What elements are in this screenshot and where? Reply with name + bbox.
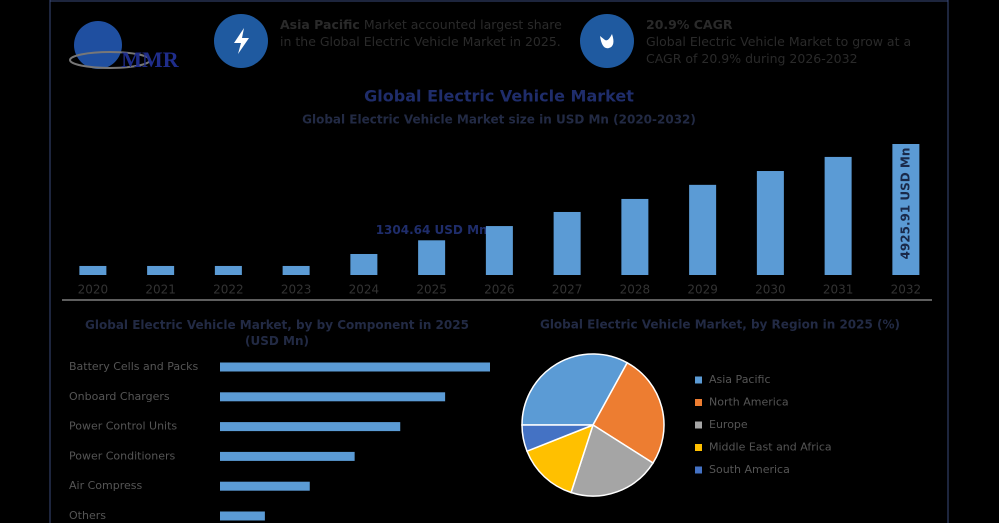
headline-text: Market accounted largest share in the Gl…	[280, 17, 562, 49]
x-tick-label: 2030	[755, 283, 786, 297]
bar	[350, 253, 378, 275]
bar	[418, 240, 446, 275]
legend-label: Middle East and Africa	[709, 441, 832, 454]
y-tick-label: Power Control Units	[69, 420, 177, 433]
headline-bold: Asia Pacific	[280, 17, 360, 32]
x-tick-label: 2027	[552, 283, 583, 297]
bar	[220, 392, 446, 402]
chart-title: Global Electric Vehicle Market	[364, 87, 634, 106]
y-tick-label: Others	[69, 509, 106, 522]
headline-1: Asia Pacific Market accounted largest sh…	[280, 16, 570, 50]
bar	[621, 198, 649, 275]
pie-slice	[521, 353, 629, 426]
logo-globe	[74, 21, 122, 69]
bar	[485, 226, 513, 275]
icon-growth	[600, 34, 614, 49]
bar	[220, 481, 310, 491]
y-tick-label: Onboard Chargers	[69, 390, 170, 403]
legend-label: South America	[709, 463, 790, 476]
x-tick-label: 2023	[281, 283, 312, 297]
y-tick-label: Power Conditioners	[69, 449, 176, 462]
legend-swatch	[695, 421, 702, 429]
bar	[824, 156, 852, 275]
x-tick-label: 2028	[620, 283, 651, 297]
y-tick-label: Air Compress	[69, 479, 142, 492]
value-label: 1304.64 USD Mn	[376, 223, 488, 237]
value-label: 4925.91 USD Mn	[898, 148, 912, 260]
headline-2: 20.9% CAGR Global Electric Vehicle Market…	[646, 16, 916, 67]
bar	[220, 451, 355, 461]
bar	[689, 184, 717, 275]
bar	[892, 144, 920, 275]
bar	[220, 362, 490, 372]
legend-swatch	[695, 444, 702, 451]
pie-slice	[570, 423, 654, 497]
x-tick-label: 2026	[484, 283, 515, 297]
x-tick-label: 2021	[145, 283, 176, 297]
legend-swatch	[695, 466, 702, 474]
hbar-title: Global Electric Vehicle Market, by by Co…	[85, 318, 469, 348]
x-tick-label: 2029	[687, 283, 718, 297]
legend-label: Asia Pacific	[709, 373, 771, 386]
x-tick-label: 2031	[823, 283, 854, 297]
pie-slice	[521, 424, 594, 453]
headline-text: Global Electric Vehicle Market to grow a…	[646, 34, 912, 66]
bar	[756, 171, 784, 275]
pie-title: Global Electric Vehicle Market, by Regio…	[540, 318, 900, 332]
bar	[79, 265, 107, 275]
x-tick-label: 2020	[78, 283, 109, 297]
x-tick-label: 2032	[891, 283, 922, 297]
logo-ring	[69, 51, 151, 69]
pie-slice	[526, 423, 595, 494]
x-tick-label: 2024	[349, 283, 380, 297]
legend-label: Europe	[709, 418, 748, 431]
bar	[282, 265, 310, 275]
x-tick-label: 2025	[416, 283, 447, 297]
headline-bold: 20.9% CAGR	[646, 17, 733, 32]
legend-swatch	[695, 376, 702, 384]
legend-swatch	[695, 399, 702, 406]
bar	[147, 265, 175, 275]
chart-subtitle: Global Electric Vehicle Market size in U…	[302, 113, 696, 127]
x-tick-label: 2022	[213, 283, 244, 297]
logo-text: MMR	[121, 47, 180, 72]
bar	[553, 211, 581, 275]
bar	[220, 511, 265, 521]
legend-label: North America	[709, 396, 789, 409]
y-tick-label: Battery Cells and Packs	[69, 360, 198, 373]
bar	[214, 265, 242, 275]
pie-slice	[592, 361, 665, 465]
icon-bolt	[234, 28, 249, 54]
bar	[220, 422, 401, 432]
